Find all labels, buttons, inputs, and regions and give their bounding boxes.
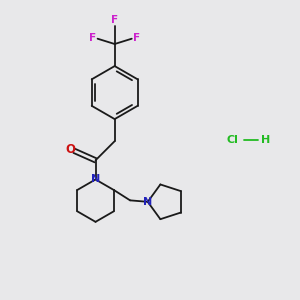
Text: N: N bbox=[91, 174, 100, 184]
Text: Cl: Cl bbox=[226, 135, 238, 145]
Text: O: O bbox=[65, 143, 75, 156]
Text: H: H bbox=[261, 135, 270, 145]
Text: F: F bbox=[111, 15, 118, 26]
Text: F: F bbox=[133, 33, 140, 43]
Text: F: F bbox=[89, 33, 96, 43]
Text: N: N bbox=[143, 197, 152, 207]
